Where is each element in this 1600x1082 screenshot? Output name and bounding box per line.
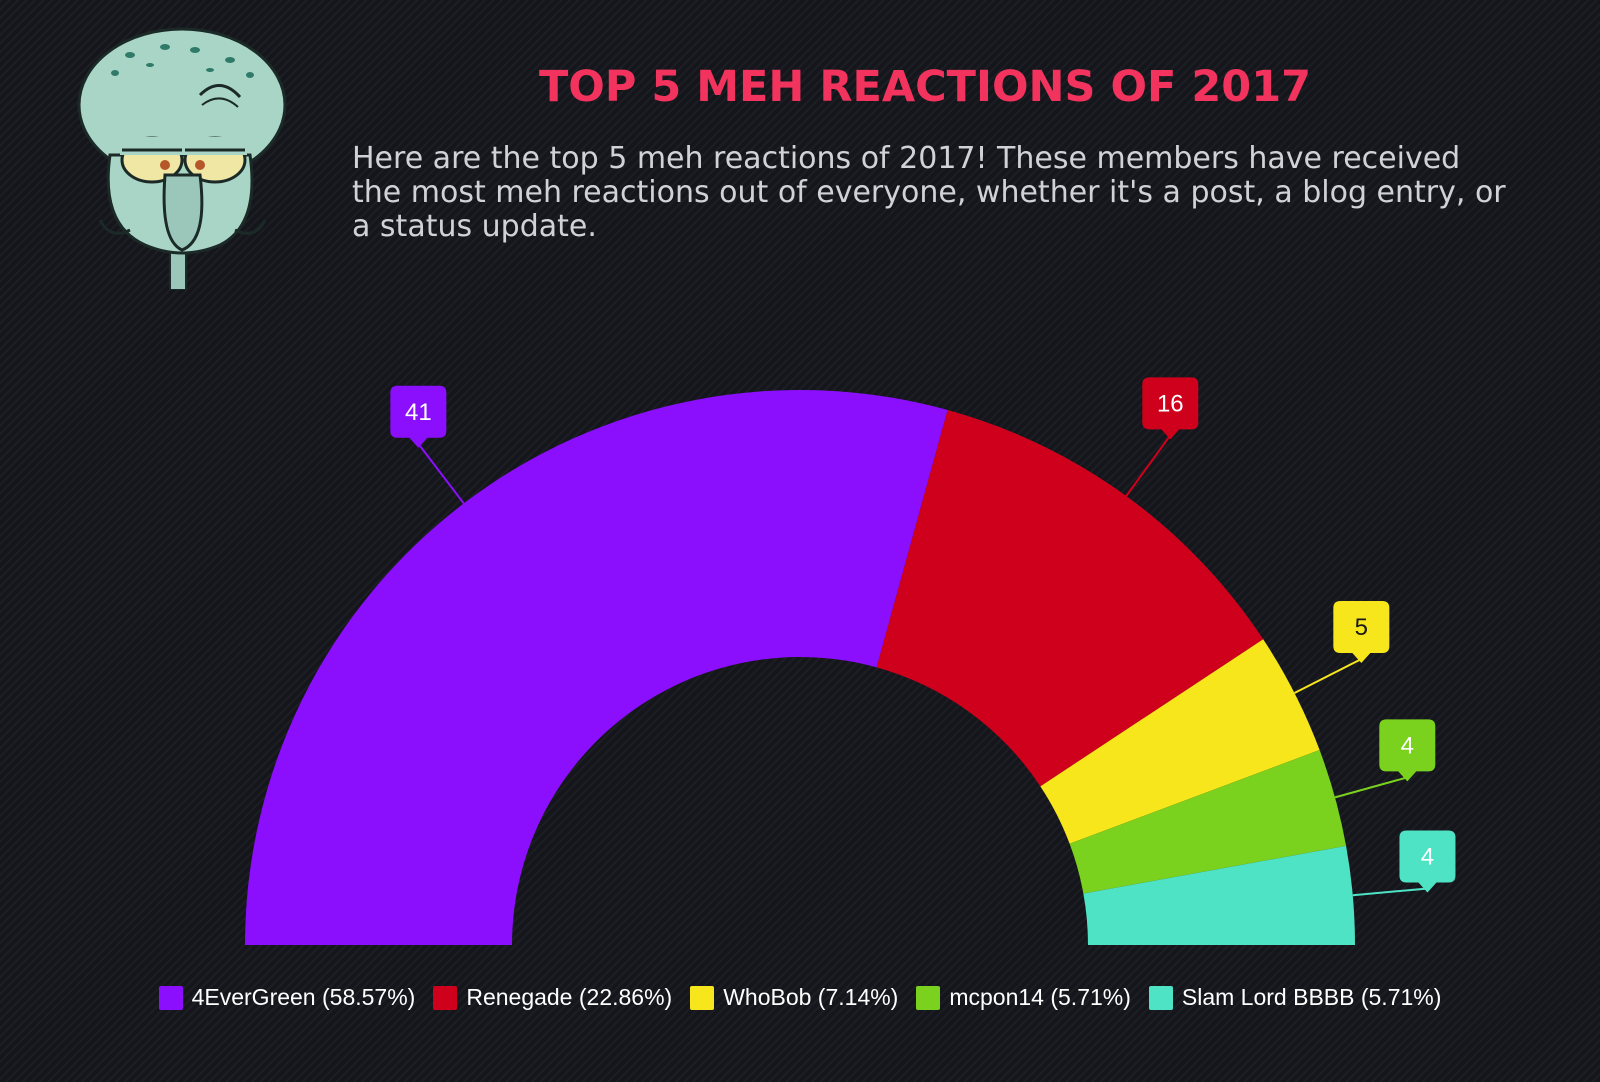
- legend-swatch: [690, 985, 715, 1010]
- slice-slam-lord-bbbb[interactable]: [1083, 845, 1355, 945]
- callout-box: [1333, 600, 1390, 663]
- value-label: 4: [1421, 844, 1434, 871]
- legend-label: Renegade (22.86%): [466, 984, 673, 1010]
- slice-renegade[interactable]: [876, 410, 1264, 787]
- legend-label: Slam Lord BBBB (5.71%): [1181, 984, 1442, 1010]
- slice-whobob[interactable]: [1040, 639, 1320, 844]
- legend-swatch: [433, 985, 458, 1010]
- legend-item[interactable]: Slam Lord BBBB (5.71%): [1148, 984, 1442, 1011]
- squidward-face-icon: [77, 27, 287, 290]
- callout-line: [1294, 652, 1363, 694]
- legend-item[interactable]: Renegade (22.86%): [433, 984, 672, 1011]
- legend-item[interactable]: 4EverGreen (58.57%): [158, 984, 416, 1011]
- value-callout: 5: [1333, 600, 1390, 663]
- legend-label: mcpon14 (5.71%): [949, 984, 1131, 1010]
- value-callout: 16: [1142, 377, 1199, 440]
- legend-item[interactable]: WhoBob (7.14%): [690, 984, 898, 1011]
- callout-line: [1352, 882, 1429, 897]
- value-callout: 4: [1399, 830, 1456, 893]
- callout-line: [1334, 771, 1409, 799]
- value-label: 5: [1355, 614, 1368, 641]
- legend-swatch: [916, 985, 941, 1010]
- callout-box: [1379, 719, 1436, 782]
- callout-box: [1399, 830, 1456, 893]
- callout-box: [1142, 377, 1199, 440]
- value-label: 16: [1157, 390, 1184, 417]
- slice-4evergreen[interactable]: [245, 389, 948, 945]
- value-label: 41: [405, 399, 432, 426]
- value-callout: 4: [1379, 719, 1436, 782]
- value-label: 4: [1401, 732, 1414, 759]
- callout-line: [1125, 429, 1172, 497]
- chart-legend: 4EverGreen (58.57%) Renegade (22.86%) WhoB…: [0, 984, 1600, 1011]
- callout-line: [417, 437, 465, 505]
- legend-swatch: [158, 985, 183, 1010]
- legend-label: 4EverGreen (58.57%): [191, 984, 416, 1010]
- value-callout: 41: [390, 385, 447, 448]
- legend-swatch: [1148, 985, 1173, 1010]
- chart-description: Here are the top 5 meh reactions of 2017…: [352, 141, 1506, 244]
- legend-label: WhoBob (7.14%): [723, 984, 899, 1010]
- slice-mcpon14[interactable]: [1069, 749, 1347, 894]
- legend-item[interactable]: mcpon14 (5.71%): [916, 984, 1131, 1011]
- callout-box: [390, 385, 447, 448]
- chart-title: TOP 5 MEH REACTIONS OF 2017: [538, 62, 1312, 112]
